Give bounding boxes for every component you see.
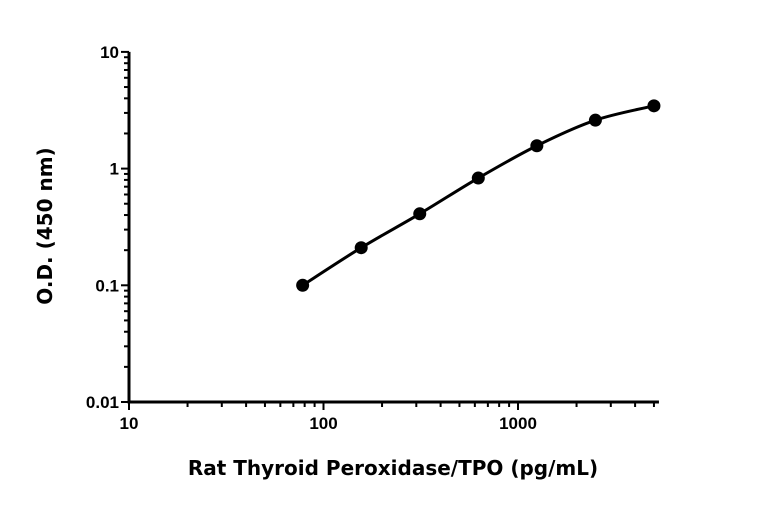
x-tick-label: 100 [309, 414, 337, 433]
data-point [471, 171, 485, 185]
y-tick-label: 0.1 [95, 276, 119, 295]
data-point [530, 139, 544, 153]
x-tick-label: 1000 [499, 414, 537, 433]
data-point [647, 99, 661, 113]
axes [127, 51, 659, 404]
x-tick-label: 10 [120, 414, 139, 433]
ticks: 0.01 0.1 1 10 10 100 1000 [86, 43, 655, 433]
fit-curve [301, 104, 655, 287]
data-point [354, 241, 368, 255]
y-tick-label: 10 [100, 43, 119, 62]
y-tick-label: 1 [110, 160, 119, 179]
y-axis-title: O.D. (450 nm) [33, 147, 57, 304]
data-point [588, 113, 602, 127]
data-points [296, 99, 661, 292]
data-point [413, 207, 427, 221]
data-point [296, 278, 310, 292]
y-tick-label: 0.01 [86, 393, 119, 412]
x-axis-title: Rat Thyroid Peroxidase/TPO (pg/mL) [188, 456, 598, 480]
